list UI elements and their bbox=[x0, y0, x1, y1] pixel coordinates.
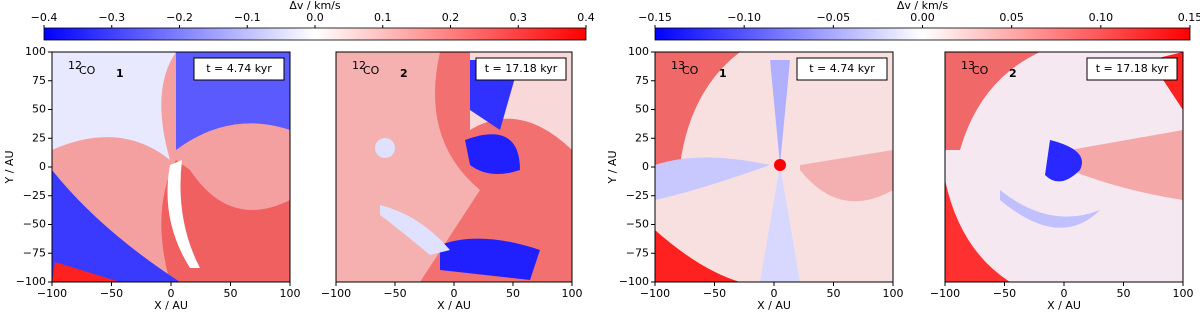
velocity-map bbox=[655, 52, 893, 282]
y-tick-label: −75 bbox=[23, 246, 46, 259]
y-tick-label: 0 bbox=[39, 160, 46, 173]
isotope: 13 bbox=[961, 59, 975, 72]
time-label: t = 17.18 kyr bbox=[1096, 62, 1169, 75]
velocity-map bbox=[945, 52, 1183, 282]
time-box bbox=[475, 57, 567, 81]
molecule: CO bbox=[682, 64, 699, 77]
x-tick-label: −50 bbox=[383, 287, 406, 300]
x-tick-label: −50 bbox=[703, 287, 726, 300]
isotope: 12 bbox=[68, 59, 82, 72]
time-label: t = 17.18 kyr bbox=[485, 62, 558, 75]
y-tick-label: 0 bbox=[642, 160, 649, 173]
colorbar bbox=[654, 27, 1191, 41]
colorbar-tick-label: 0.1 bbox=[374, 11, 392, 24]
velocity-map bbox=[52, 52, 290, 282]
colorbar-tick-label: −0.4 bbox=[31, 11, 58, 24]
x-tick-label: 0 bbox=[1061, 287, 1068, 300]
colorbar-tick-label: −0.2 bbox=[166, 11, 193, 24]
colorbar-tick-label: 0.0 bbox=[306, 11, 324, 24]
panel-number: 2 bbox=[1009, 67, 1017, 80]
y-tick-label: 75 bbox=[32, 74, 46, 87]
molecule: CO bbox=[972, 64, 989, 77]
x-tick-label: −50 bbox=[100, 287, 123, 300]
y-tick-label: −75 bbox=[626, 246, 649, 259]
colorbar-tick-label: 0.2 bbox=[442, 11, 460, 24]
colorbar-tick-label: −0.1 bbox=[234, 11, 261, 24]
colorbar-tick-label: 0.3 bbox=[510, 11, 528, 24]
x-axis-label: X / AU bbox=[757, 299, 791, 312]
y-tick-label: −50 bbox=[23, 218, 46, 231]
x-tick-label: 100 bbox=[883, 287, 904, 300]
x-tick-label: 50 bbox=[224, 287, 238, 300]
x-tick-label: 50 bbox=[1117, 287, 1131, 300]
colorbar-label: Δv / km/s bbox=[289, 0, 341, 12]
x-tick-label: 0 bbox=[168, 287, 175, 300]
y-tick-label: −100 bbox=[619, 275, 649, 288]
panel-number: 2 bbox=[400, 67, 408, 80]
x-tick-label: 50 bbox=[506, 287, 520, 300]
y-tick-label: 50 bbox=[32, 103, 46, 116]
y-tick-label: −25 bbox=[23, 189, 46, 202]
panel-number: 1 bbox=[116, 67, 124, 80]
velocity-map bbox=[336, 52, 572, 282]
x-tick-label: 50 bbox=[827, 287, 841, 300]
x-tick-label: 100 bbox=[280, 287, 301, 300]
colorbar bbox=[43, 27, 587, 41]
colorbar-tick-label: −0.3 bbox=[98, 11, 125, 24]
y-tick-label: 50 bbox=[635, 103, 649, 116]
isotope: 13 bbox=[671, 59, 685, 72]
colorbar-label: Δv / km/s bbox=[897, 0, 949, 12]
colorbar-tick-label: 0.10 bbox=[1089, 11, 1114, 24]
x-axis-label: X / AU bbox=[154, 299, 188, 312]
time-box bbox=[193, 57, 285, 81]
x-axis-label: X / AU bbox=[437, 299, 471, 312]
molecule: CO bbox=[79, 64, 96, 77]
x-tick-label: 100 bbox=[1173, 287, 1194, 300]
x-tick-label: −100 bbox=[930, 287, 960, 300]
time-box bbox=[1086, 57, 1178, 81]
y-tick-label: 75 bbox=[635, 74, 649, 87]
x-tick-label: −50 bbox=[993, 287, 1016, 300]
x-tick-label: 0 bbox=[771, 287, 778, 300]
time-label: t = 4.74 kyr bbox=[809, 62, 875, 75]
y-tick-label: 100 bbox=[628, 45, 649, 58]
y-tick-label: 25 bbox=[635, 131, 649, 144]
x-tick-label: −100 bbox=[321, 287, 351, 300]
x-tick-label: 0 bbox=[451, 287, 458, 300]
y-tick-label: −25 bbox=[626, 189, 649, 202]
colorbar-tick-label: 0.4 bbox=[577, 11, 595, 24]
y-tick-label: 25 bbox=[32, 131, 46, 144]
y-tick-label: 100 bbox=[25, 45, 46, 58]
y-tick-label: −50 bbox=[626, 218, 649, 231]
time-box bbox=[796, 57, 888, 81]
y-axis-label: Y / AU bbox=[606, 151, 619, 185]
molecule: CO bbox=[363, 64, 380, 77]
colorbar-tick-label: −0.15 bbox=[638, 11, 672, 24]
x-axis-label: X / AU bbox=[1047, 299, 1081, 312]
colorbar-tick-label: 0.15 bbox=[1178, 11, 1200, 24]
y-axis-label: Y / AU bbox=[3, 151, 16, 185]
x-tick-label: −100 bbox=[640, 287, 670, 300]
colorbar-tick-label: 0.05 bbox=[999, 11, 1024, 24]
isotope: 12 bbox=[352, 59, 366, 72]
x-tick-label: 100 bbox=[562, 287, 583, 300]
colorbar-tick-label: −0.10 bbox=[727, 11, 761, 24]
colorbar-tick-label: −0.05 bbox=[816, 11, 850, 24]
colorbar-tick-label: 0.00 bbox=[910, 11, 935, 24]
time-label: t = 4.74 kyr bbox=[206, 62, 272, 75]
panel-number: 1 bbox=[719, 67, 727, 80]
x-tick-label: −100 bbox=[37, 287, 67, 300]
y-tick-label: −100 bbox=[16, 275, 46, 288]
